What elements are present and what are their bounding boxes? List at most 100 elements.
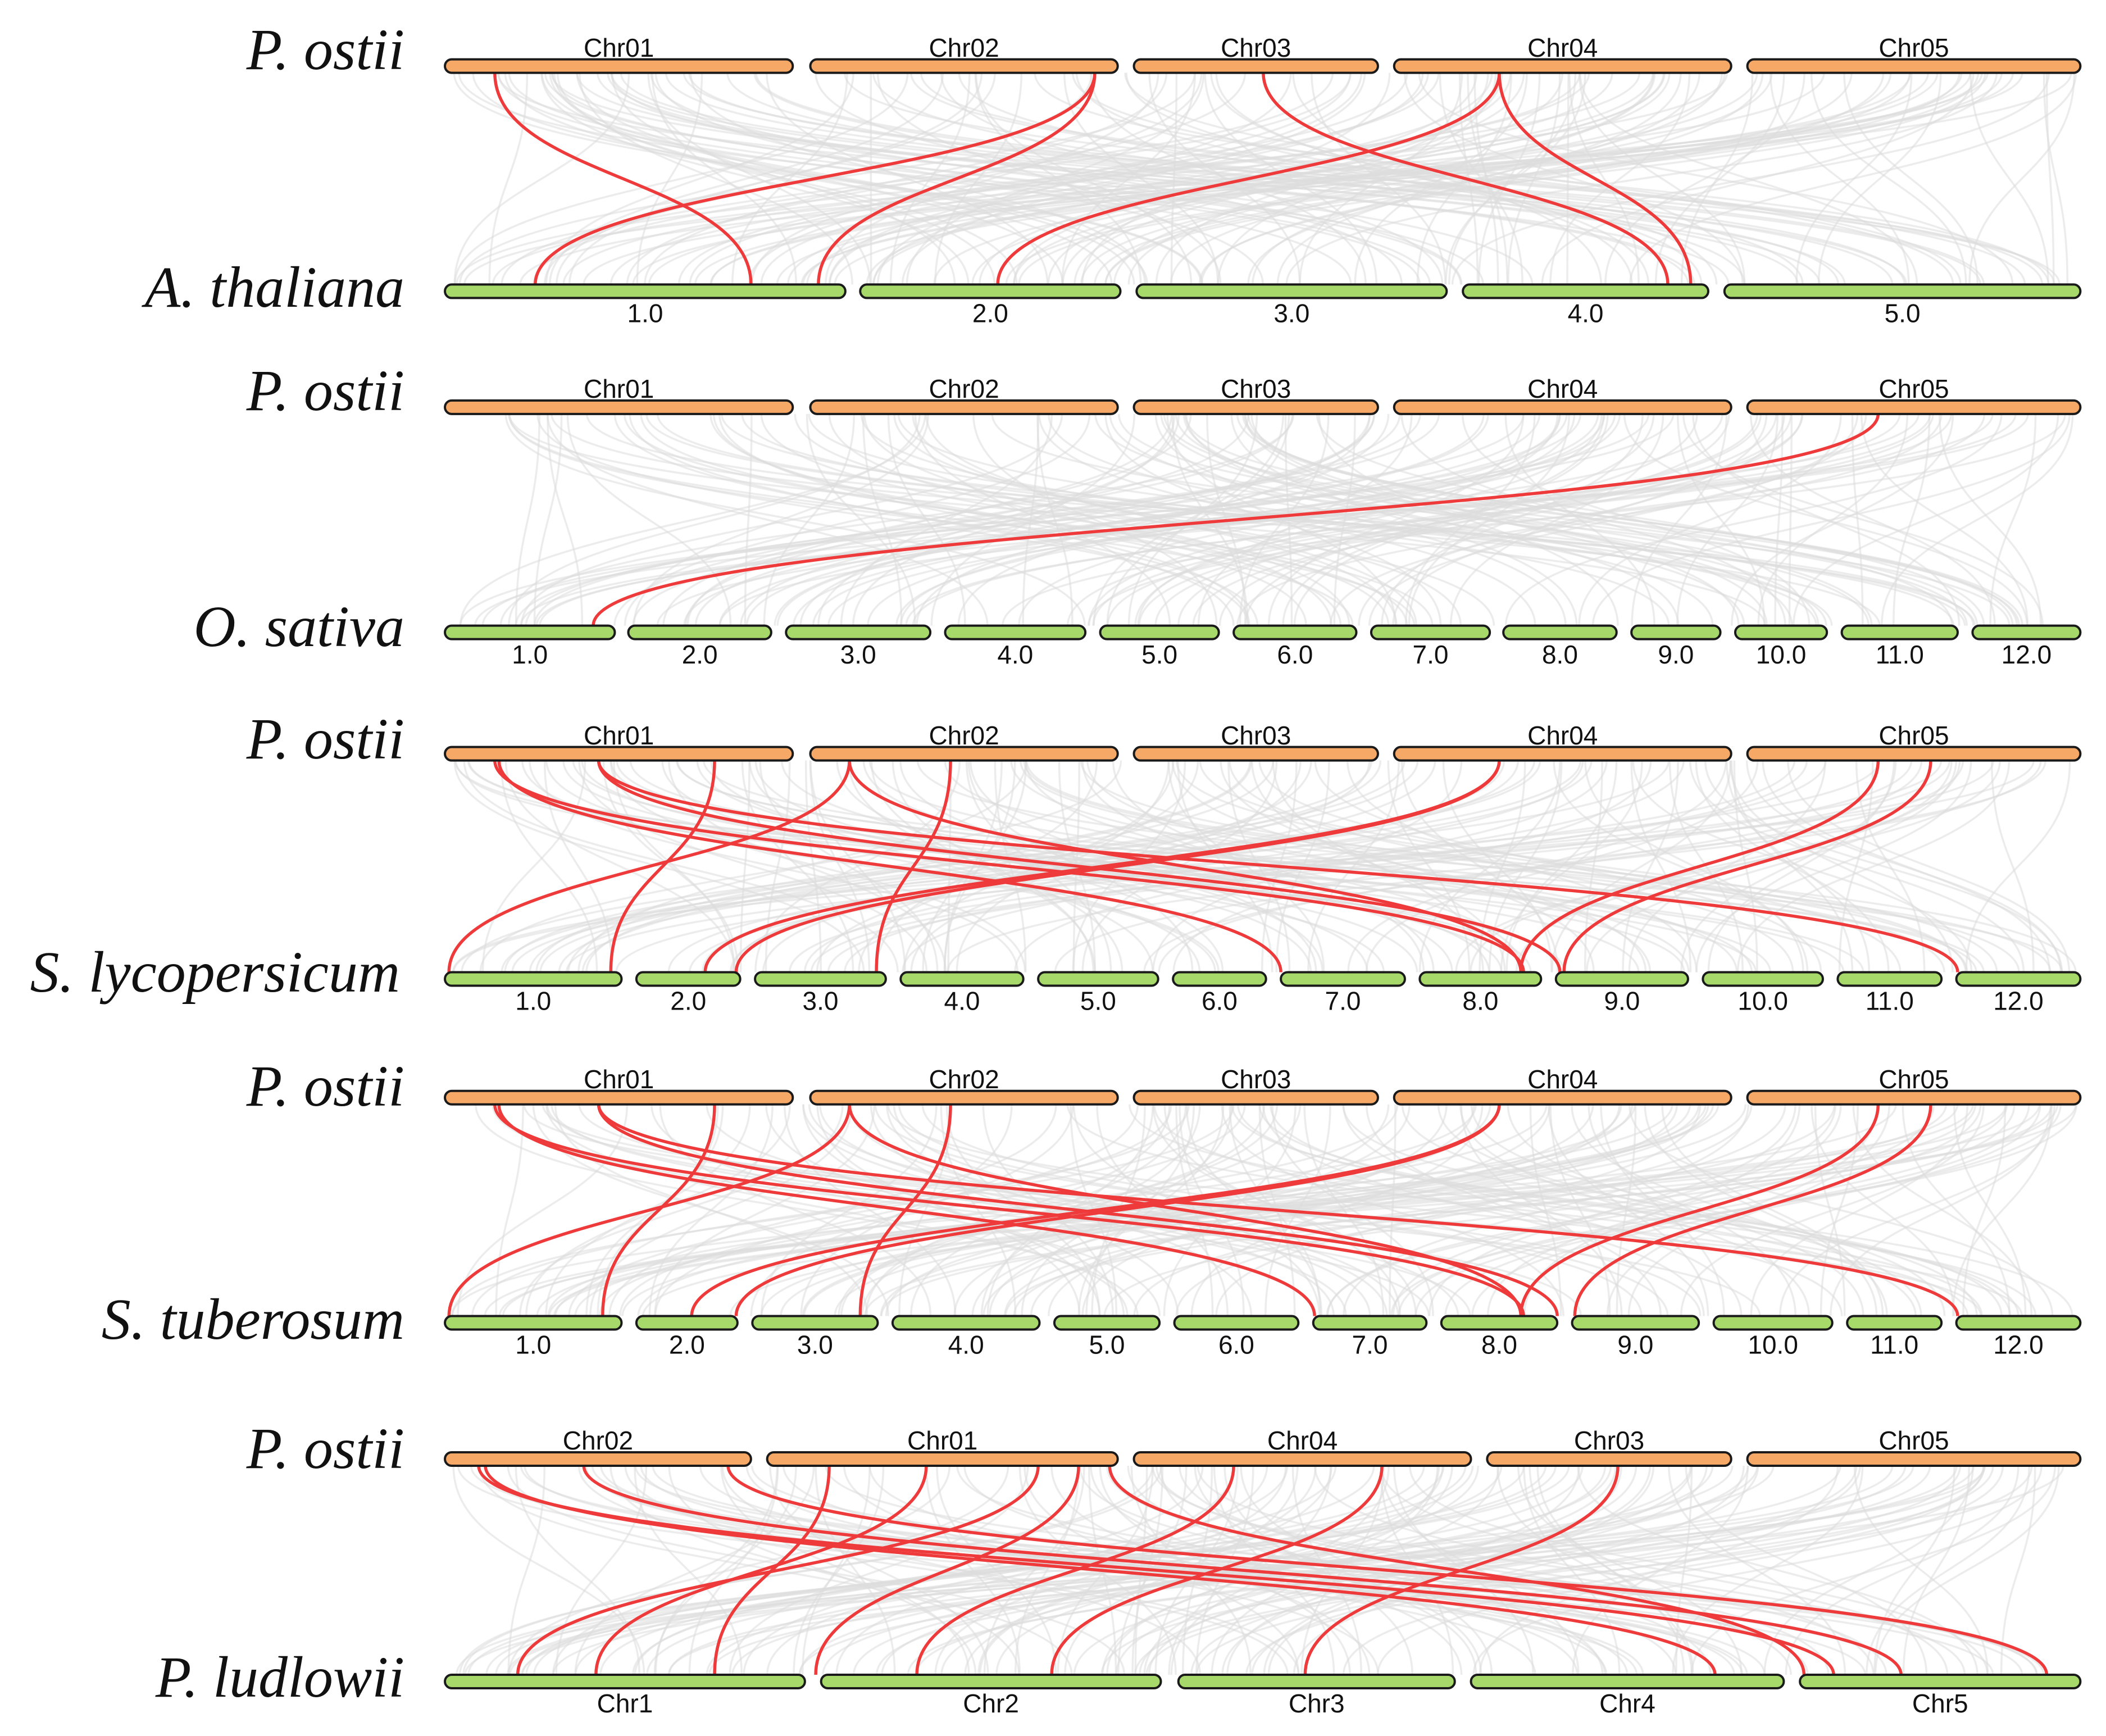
background-link [1810, 72, 1967, 285]
highlight-link [601, 1104, 716, 1316]
background-link [1860, 413, 2029, 626]
background-link [802, 1104, 1634, 1316]
background-link [1404, 413, 1536, 626]
background-link [729, 1104, 1948, 1316]
background-link [1692, 413, 1961, 626]
background-link [763, 413, 856, 626]
background-link [1529, 1104, 1562, 1316]
target-chromosome-bar-7 [1312, 1315, 1428, 1331]
background-link [1479, 760, 1526, 972]
background-link [1486, 1104, 1842, 1316]
target-chromosome-label-1: Chr1 [597, 1689, 653, 1718]
query-chromosome-bar-2 [809, 58, 1119, 74]
query-chromosome-label-2: Chr02 [929, 33, 999, 62]
background-link [827, 760, 1951, 972]
background-link [589, 1104, 853, 1316]
query-chromosome-label-3: Chr03 [1221, 374, 1291, 403]
target-chromosome-bar-12 [1955, 971, 2082, 987]
query-chromosome-bar-4 [1393, 58, 1732, 74]
target-chromosome-label-4: Chr4 [1599, 1689, 1655, 1718]
background-link [1989, 413, 2037, 626]
background-link [683, 413, 1582, 626]
background-link [654, 1465, 779, 1675]
target-chromosome-label-1: 1.0 [512, 640, 548, 669]
background-link [1313, 1465, 1875, 1675]
target-chromosome-label-5: 5.0 [1089, 1330, 1125, 1360]
background-link [1704, 760, 2063, 972]
highlight-link [497, 760, 1282, 972]
background-link [1048, 1104, 1551, 1316]
highlight-link [1573, 1104, 1932, 1316]
background-link [540, 72, 1135, 285]
background-link [1218, 413, 1730, 626]
target-chromosome-bar-12 [1955, 1315, 2082, 1331]
target-chromosome-label-4: 4.0 [997, 640, 1033, 669]
target-chromosome-bar-8 [1502, 624, 1618, 640]
background-link [1418, 72, 2014, 285]
query-chromosome-label-2: Chr02 [929, 374, 999, 403]
background-link [533, 72, 1352, 285]
target-chromosome-bar-1 [444, 1315, 623, 1331]
background-link [766, 72, 1049, 285]
query-chromosome-label-1: Chr01 [584, 33, 654, 62]
highlight-link [848, 760, 1523, 972]
background-link [453, 72, 1203, 285]
target-chromosome-label-11: 11.0 [1876, 640, 1924, 669]
target-chromosome-bar-9 [1630, 624, 1722, 640]
background-link [1763, 1465, 1974, 1675]
background-link [1192, 413, 1803, 626]
query-chromosome-label-4: Chr04 [1527, 721, 1598, 750]
background-link [547, 413, 584, 626]
background-link [1750, 1104, 1969, 1316]
background-link [1094, 72, 1892, 285]
background-link [1668, 760, 1744, 972]
target-chromosome-bar-1 [444, 624, 616, 640]
bottom-species-label: O. sativa [193, 594, 404, 659]
query-chromosome-label-3: Chr03 [1221, 1065, 1291, 1094]
background-link [1387, 760, 1471, 972]
background-link [802, 1104, 1101, 1316]
background-links [451, 72, 2077, 1675]
background-link [754, 760, 961, 972]
target-chromosome-label-11: 11.0 [1866, 987, 1914, 1016]
background-link [1134, 1465, 1962, 1675]
background-link [471, 1104, 1190, 1316]
background-link [1245, 1465, 1986, 1675]
background-link [1785, 1465, 2019, 1675]
highlight-link [534, 72, 1097, 285]
target-chromosome-label-12: 12.0 [2002, 640, 2052, 669]
target-chromosome-bar-2 [820, 1673, 1162, 1689]
background-link [953, 1104, 1390, 1316]
background-link [875, 1465, 1749, 1675]
highlight-link [726, 1465, 2049, 1675]
background-link [824, 72, 1159, 285]
target-chromosome-label-11: 11.0 [1870, 1330, 1918, 1360]
target-chromosome-label-3: 3.0 [840, 640, 876, 669]
background-link [1096, 1104, 1229, 1316]
background-link [689, 760, 1796, 972]
background-link [1071, 72, 1954, 285]
background-link [1729, 760, 1954, 972]
target-chromosome-bar-8 [1440, 1315, 1559, 1331]
query-chromosome-bar-3 [1132, 399, 1379, 415]
query-chromosome-bar-4 [1393, 399, 1732, 415]
target-chromosome-bar-10 [1702, 971, 1824, 987]
background-link [1622, 760, 1679, 972]
panel-potato: P. ostii S. tuberosum Chr01 Chr02 Chr03 Chr… [102, 1054, 2082, 1360]
highlight-link [734, 1104, 1501, 1316]
target-chromosome-bar-11 [1846, 1315, 1943, 1331]
highlight-link [1303, 1465, 1620, 1675]
background-link [1200, 72, 1853, 285]
background-link [549, 72, 1148, 285]
background-link [1866, 1465, 2031, 1675]
target-chromosome-bar-8 [1418, 971, 1543, 987]
background-link [475, 1104, 1139, 1316]
target-chromosome-bar-3 [785, 624, 932, 640]
target-chromosome-bar-1 [444, 971, 623, 987]
background-link [1851, 413, 1864, 626]
background-link [1066, 1104, 1983, 1316]
query-chromosome-bar-3 [1132, 746, 1379, 762]
target-chromosome-bar-3 [751, 1315, 879, 1331]
query-chromosome-label-1: Chr01 [584, 374, 654, 403]
target-chromosome-bar-6 [1173, 1315, 1300, 1331]
